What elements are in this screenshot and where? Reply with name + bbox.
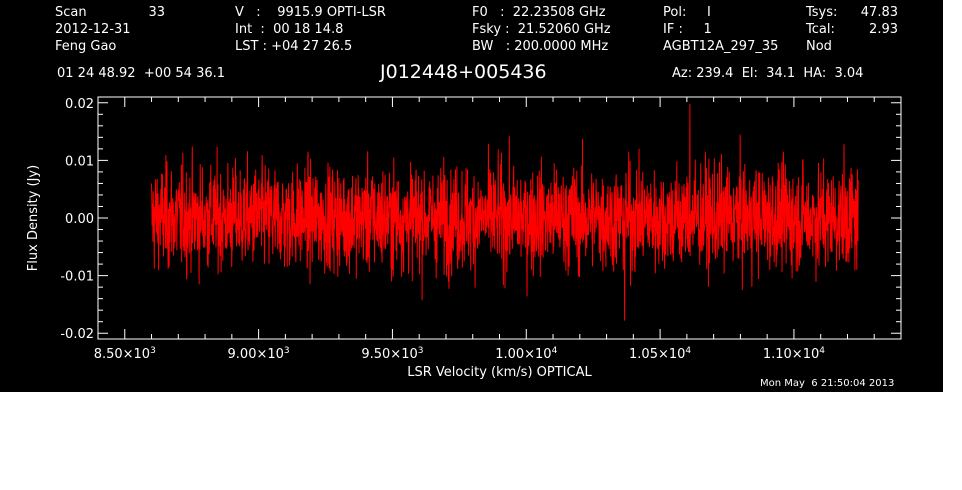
y-tick-label: -0.01 <box>60 270 94 285</box>
velocity-label: V : 9915.9 OPTI-LSR <box>235 5 386 20</box>
x-tick-label: 8.50×103 <box>94 346 156 362</box>
spectrum-series <box>151 103 859 321</box>
radec-label: 01 24 48.92 +00 54 36.1 <box>57 66 226 81</box>
x-tick-label: 1.05×104 <box>629 346 691 362</box>
spectrum-chart: 8.50×103 9.00×103 9.50×103 1.00×104 1.05×104… <box>26 96 902 380</box>
y-tick-label: -0.02 <box>60 327 94 342</box>
integration-label: Int : 00 18 14.8 <box>235 22 344 37</box>
y-tick-label: 0.02 <box>65 97 94 112</box>
source-name: J012448+005436 <box>380 61 547 83</box>
sky-frequency-label: Fsky : 21.52060 GHz <box>472 22 611 37</box>
rest-frequency-label: F0 : 22.23508 GHz <box>472 5 606 20</box>
project-label: AGBT12A_297_35 <box>663 39 779 54</box>
tsys-label: Tsys: <box>806 5 838 20</box>
observer-label: Feng Gao <box>55 39 117 54</box>
az-el-ha-label: Az: 239.4 El: 34.1 HA: 3.04 <box>672 66 864 81</box>
lst-label: LST : +04 27 26.5 <box>235 39 353 54</box>
if-label: IF : 1 <box>663 22 712 37</box>
x-tick-label: 1.10×104 <box>763 346 825 362</box>
y-axis-title: Flux Density (Jy) <box>26 165 41 271</box>
x-axis-title: LSR Velocity (km/s) OPTICAL <box>407 365 592 380</box>
x-tick-label: 1.00×104 <box>495 346 557 362</box>
bandwidth-label: BW : 200.0000 MHz <box>472 39 609 54</box>
scan-label: Scan <box>55 5 87 20</box>
polarization-label: Pol: I <box>663 5 711 20</box>
plot-frame <box>97 96 902 340</box>
scan-number: 33 <box>148 5 165 20</box>
y-tick-label: 0.00 <box>65 212 94 227</box>
x-tick-label: 9.50×103 <box>361 346 423 362</box>
y-tick-label: 0.01 <box>65 154 94 169</box>
date-label: 2012-12-31 <box>55 22 131 37</box>
x-tick-label: 9.00×103 <box>228 346 290 362</box>
switching-mode-label: Nod <box>806 39 832 54</box>
tsys-value: 47.83 <box>860 5 898 20</box>
plot-timestamp: Mon May 6 21:50:04 2013 <box>760 378 895 389</box>
tcal-label: Tcal: <box>806 22 835 37</box>
tcal-value: 2.93 <box>869 22 898 37</box>
